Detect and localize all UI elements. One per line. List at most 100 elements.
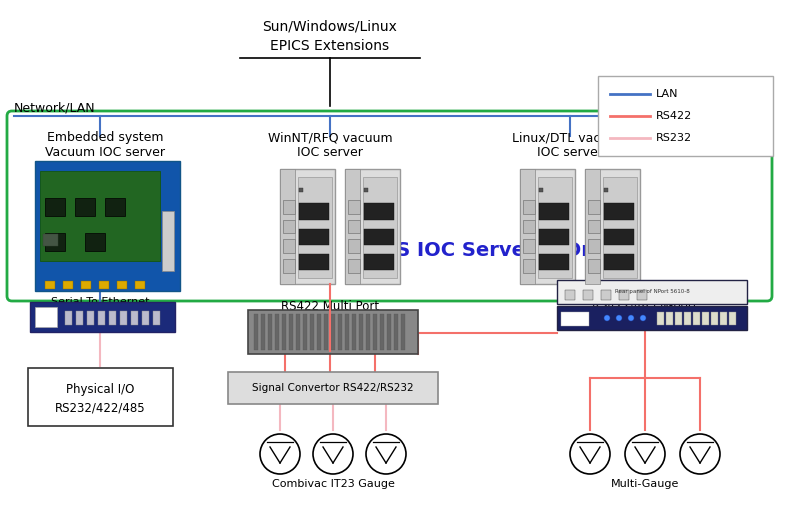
Text: EPICS IOC Server & Driver: EPICS IOC Server & Driver bbox=[347, 241, 633, 260]
Bar bbox=[299, 229, 329, 245]
Bar bbox=[35, 161, 180, 291]
Bar bbox=[540, 229, 570, 245]
Bar bbox=[359, 314, 363, 350]
Bar bbox=[387, 314, 391, 350]
Text: RS232: RS232 bbox=[656, 133, 692, 143]
Bar bbox=[588, 259, 600, 272]
Bar bbox=[348, 200, 360, 214]
Circle shape bbox=[640, 315, 646, 321]
Bar bbox=[523, 259, 535, 272]
Text: EPICS Extensions: EPICS Extensions bbox=[270, 39, 390, 53]
Bar bbox=[162, 211, 174, 271]
Bar bbox=[228, 372, 438, 404]
Bar bbox=[310, 314, 314, 350]
Text: Physical I/O: Physical I/O bbox=[66, 383, 134, 397]
Bar bbox=[588, 200, 600, 214]
Bar bbox=[299, 188, 303, 192]
Bar bbox=[394, 314, 398, 350]
Bar bbox=[338, 314, 342, 350]
Bar bbox=[675, 312, 682, 325]
Bar bbox=[43, 234, 58, 246]
Bar bbox=[373, 314, 377, 350]
Text: RS422: RS422 bbox=[656, 111, 693, 121]
Bar bbox=[30, 302, 175, 332]
Bar bbox=[131, 311, 138, 325]
Bar bbox=[283, 259, 295, 272]
Text: IOC server: IOC server bbox=[297, 147, 363, 159]
Circle shape bbox=[616, 315, 622, 321]
Bar bbox=[98, 311, 105, 325]
Text: Signal Convertor RS422/RS232: Signal Convertor RS422/RS232 bbox=[252, 383, 414, 393]
Text: LAN: LAN bbox=[656, 89, 678, 99]
Bar bbox=[280, 169, 335, 284]
Text: Multi-Gauge: Multi-Gauge bbox=[611, 479, 679, 489]
Bar bbox=[583, 290, 593, 300]
Bar bbox=[76, 311, 83, 325]
Bar bbox=[65, 311, 72, 325]
Text: IOC server: IOC server bbox=[537, 147, 603, 159]
Bar bbox=[540, 188, 544, 192]
Bar bbox=[81, 281, 91, 289]
Text: Serial To Ethernet: Serial To Ethernet bbox=[51, 297, 149, 307]
Bar bbox=[99, 281, 109, 289]
Bar bbox=[75, 198, 95, 216]
Text: Network/LAN: Network/LAN bbox=[14, 102, 96, 115]
Text: Embedded system: Embedded system bbox=[47, 132, 163, 145]
Bar bbox=[142, 311, 149, 325]
Text: Combivac IT23 Gauge: Combivac IT23 Gauge bbox=[272, 479, 395, 489]
Bar bbox=[604, 204, 634, 219]
Text: Rear panel of NPort 5610-8: Rear panel of NPort 5610-8 bbox=[614, 289, 689, 295]
Bar bbox=[135, 281, 145, 289]
Bar bbox=[63, 281, 73, 289]
Bar bbox=[120, 311, 127, 325]
Bar bbox=[604, 254, 634, 270]
Bar bbox=[345, 314, 349, 350]
Text: WinNT/RFQ vacuum: WinNT/RFQ vacuum bbox=[268, 132, 392, 145]
Bar bbox=[538, 177, 571, 278]
Bar bbox=[296, 314, 300, 350]
Text: Linux/DTL vacuum: Linux/DTL vacuum bbox=[512, 132, 628, 145]
Bar bbox=[40, 171, 160, 261]
Bar bbox=[604, 229, 634, 245]
Text: Sun/Windows/Linux: Sun/Windows/Linux bbox=[262, 19, 398, 33]
Bar bbox=[637, 290, 647, 300]
Bar bbox=[85, 233, 105, 251]
Bar bbox=[523, 239, 535, 253]
Bar bbox=[540, 254, 570, 270]
Bar bbox=[109, 311, 116, 325]
Bar bbox=[588, 219, 600, 234]
Bar bbox=[254, 314, 258, 350]
Bar bbox=[153, 311, 160, 325]
Bar bbox=[248, 310, 418, 354]
Bar bbox=[324, 314, 328, 350]
Bar bbox=[401, 314, 405, 350]
Bar bbox=[280, 169, 296, 284]
Bar bbox=[331, 314, 335, 350]
Bar bbox=[282, 314, 286, 350]
Bar bbox=[299, 254, 329, 270]
Bar bbox=[729, 312, 736, 325]
Text: RS422/485 N-port: RS422/485 N-port bbox=[592, 299, 697, 312]
Bar bbox=[702, 312, 709, 325]
Bar bbox=[604, 188, 608, 192]
Bar bbox=[105, 198, 125, 216]
Bar bbox=[585, 169, 600, 284]
Bar bbox=[520, 169, 575, 284]
Bar bbox=[520, 169, 536, 284]
Bar bbox=[303, 314, 307, 350]
Bar bbox=[345, 169, 400, 284]
Bar bbox=[364, 204, 395, 219]
Text: RS232/422/485: RS232/422/485 bbox=[55, 401, 145, 414]
Bar bbox=[540, 204, 570, 219]
Bar bbox=[289, 314, 293, 350]
Bar bbox=[603, 177, 637, 278]
Bar bbox=[45, 233, 65, 251]
Bar bbox=[45, 281, 55, 289]
Bar bbox=[565, 290, 575, 300]
Circle shape bbox=[628, 315, 634, 321]
Bar bbox=[261, 314, 265, 350]
Bar bbox=[283, 239, 295, 253]
Bar bbox=[345, 169, 360, 284]
Bar bbox=[523, 219, 535, 234]
Bar bbox=[523, 200, 535, 214]
